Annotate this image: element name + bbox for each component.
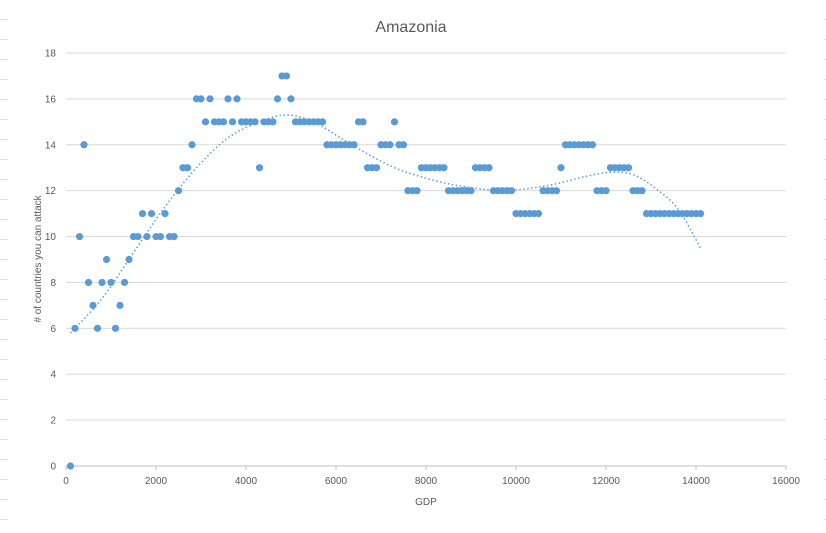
chart-title: Amazonia xyxy=(375,19,446,36)
x-tick-label: 16000 xyxy=(772,476,800,487)
data-point xyxy=(251,118,259,126)
data-point xyxy=(134,232,142,241)
data-point xyxy=(386,141,394,149)
data-point xyxy=(273,95,282,103)
y-tick-label: 14 xyxy=(45,140,57,151)
chart-area[interactable] xyxy=(8,4,824,530)
data-point xyxy=(138,210,147,218)
data-point xyxy=(287,95,295,103)
data-point xyxy=(197,95,205,103)
x-tick-label: 2000 xyxy=(145,476,168,487)
data-point xyxy=(233,95,241,103)
data-points xyxy=(66,72,705,470)
data-point xyxy=(467,187,475,195)
data-point xyxy=(66,462,75,470)
data-point xyxy=(174,187,183,195)
data-point xyxy=(282,72,291,80)
data-point xyxy=(399,141,408,149)
data-point xyxy=(372,164,381,172)
data-point xyxy=(93,324,102,332)
x-tick-label: 10000 xyxy=(502,476,530,487)
data-point xyxy=(228,118,237,126)
x-tick-label: 14000 xyxy=(682,476,710,487)
gridlines xyxy=(66,52,786,421)
data-point xyxy=(170,232,178,241)
data-point xyxy=(219,118,228,126)
data-point xyxy=(71,324,79,332)
x-tick-label: 0 xyxy=(63,476,69,487)
data-point xyxy=(75,232,84,241)
data-point xyxy=(89,301,97,309)
x-tick-label: 12000 xyxy=(592,476,620,487)
data-point xyxy=(111,324,120,332)
y-tick-label: 6 xyxy=(50,324,56,335)
x-tick-label: 6000 xyxy=(325,476,348,487)
data-point xyxy=(507,187,516,195)
y-tick-label: 12 xyxy=(45,186,57,197)
data-point xyxy=(588,141,597,149)
data-point xyxy=(413,187,421,195)
y-axis-ticks: 0 2 4 6 8 10 12 14 16 18 xyxy=(45,49,57,473)
data-point xyxy=(224,95,232,103)
data-point xyxy=(269,118,277,126)
data-point xyxy=(147,210,156,218)
x-axis-title: GDP xyxy=(415,497,437,508)
data-point xyxy=(125,255,133,264)
data-point xyxy=(359,118,367,126)
data-point xyxy=(255,164,264,172)
data-point xyxy=(143,232,151,241)
trendline xyxy=(69,114,702,334)
data-point xyxy=(206,95,214,103)
y-tick-label: 16 xyxy=(45,94,57,105)
x-tick-label: 8000 xyxy=(415,476,438,487)
data-point xyxy=(557,164,565,172)
data-point xyxy=(120,278,129,287)
data-point xyxy=(116,301,124,309)
data-point xyxy=(183,164,192,172)
data-point xyxy=(188,141,196,149)
data-point xyxy=(534,210,543,218)
data-point xyxy=(350,141,358,149)
y-axis-title: # of countries you can attack xyxy=(33,194,44,322)
x-tick-label: 4000 xyxy=(235,476,258,487)
data-point xyxy=(485,164,493,172)
data-point xyxy=(624,164,633,172)
data-point xyxy=(80,141,88,149)
data-point xyxy=(696,210,705,218)
data-point xyxy=(156,232,165,241)
data-point xyxy=(552,187,561,195)
y-tick-label: 10 xyxy=(45,232,57,243)
data-point xyxy=(602,187,610,195)
y-tick-label: 8 xyxy=(50,278,56,289)
x-axis-ticks: 0 2000 4000 6000 8000 10000 12000 14000 16000 xyxy=(63,466,800,487)
data-point xyxy=(84,278,93,287)
data-point xyxy=(638,187,646,195)
data-point xyxy=(98,278,106,287)
data-point xyxy=(318,118,327,126)
y-tick-label: 0 xyxy=(50,462,56,473)
y-tick-label: 2 xyxy=(50,416,56,427)
data-point xyxy=(390,118,399,126)
data-point xyxy=(440,164,448,172)
data-point xyxy=(161,210,169,218)
y-tick-label: 4 xyxy=(50,370,56,381)
data-point xyxy=(102,255,111,264)
data-point xyxy=(201,118,210,126)
y-tick-label: 18 xyxy=(45,49,57,60)
data-point xyxy=(107,278,115,287)
